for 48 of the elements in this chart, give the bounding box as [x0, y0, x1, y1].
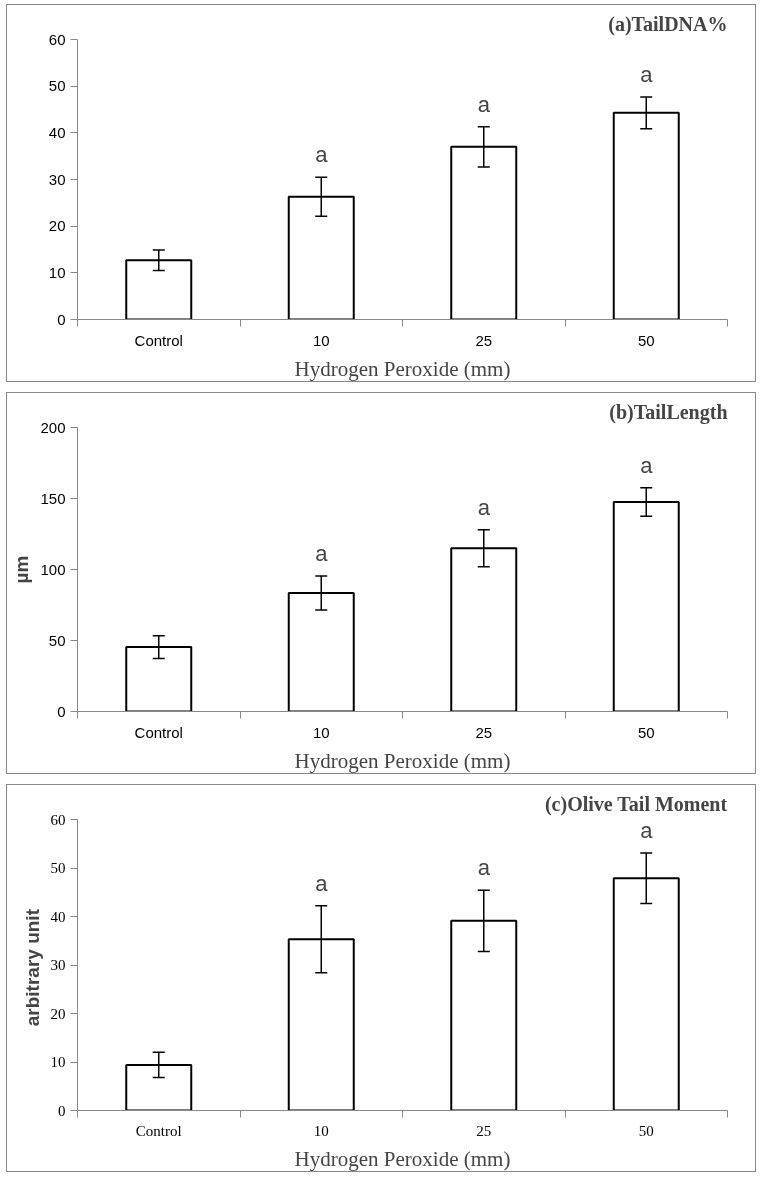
annotation: a	[640, 452, 654, 478]
y-tick-label: 50	[48, 77, 66, 95]
y-tick-label: 60	[50, 811, 66, 828]
y-axis-title: µm	[11, 555, 33, 584]
x-axis-title: Hydrogen Peroxide (mm)	[294, 748, 511, 773]
y-tick-label: 40	[50, 908, 66, 925]
annotation: a	[477, 494, 491, 520]
x-axis-title: Hydrogen Peroxide (mm)	[294, 356, 511, 381]
y-tick-label: 0	[58, 1102, 66, 1119]
y-tick-label: 30	[48, 170, 66, 188]
y-tick-label: 10	[48, 263, 66, 281]
annotation: a	[315, 142, 329, 168]
annotation: a	[640, 817, 654, 843]
annotation: a	[477, 855, 491, 881]
y-tick-label: 20	[48, 217, 66, 235]
y-tick-label: 200	[40, 418, 66, 436]
y-tick-label: 10	[50, 1054, 66, 1070]
chart-title: (a)TailDNA%	[608, 12, 728, 36]
y-tick-label: 150	[40, 489, 66, 507]
x-tick-label: 10	[312, 331, 330, 349]
annotation: a	[640, 61, 654, 87]
x-tick-label: 10	[313, 1122, 329, 1139]
x-tick-label: Control	[134, 331, 183, 349]
y-tick-label: 0	[57, 310, 66, 328]
chart-title: (c)Olive Tail Moment	[544, 792, 728, 816]
x-tick-label: 50	[638, 1122, 654, 1139]
y-tick-label: 60	[48, 30, 66, 48]
annotation: a	[477, 91, 491, 117]
x-tick-label: 50	[637, 723, 655, 741]
y-tick-label: 20	[50, 1005, 66, 1022]
x-axis-title: Hydrogen Peroxide (mm)	[294, 1146, 511, 1171]
y-tick-label: 50	[50, 860, 66, 876]
y-tick-label: 0	[57, 702, 66, 720]
y-tick-label: 100	[40, 560, 66, 578]
x-tick-label: 25	[475, 723, 493, 741]
annotation: a	[315, 541, 329, 567]
x-tick-label: 10	[312, 723, 330, 741]
y-tick-label: 30	[50, 957, 66, 973]
chart-title: (b)TailLength	[609, 400, 728, 424]
x-tick-label: Control	[135, 1122, 182, 1139]
y-tick-label: 50	[48, 631, 66, 649]
x-tick-label: 50	[637, 331, 655, 349]
y-axis-title: arbitrary unit	[21, 908, 43, 1027]
y-tick-label: 40	[48, 123, 66, 141]
x-tick-label: 25	[475, 331, 493, 349]
x-tick-label: 25	[476, 1122, 492, 1139]
annotation: a	[315, 870, 329, 896]
x-tick-label: Control	[134, 723, 183, 741]
